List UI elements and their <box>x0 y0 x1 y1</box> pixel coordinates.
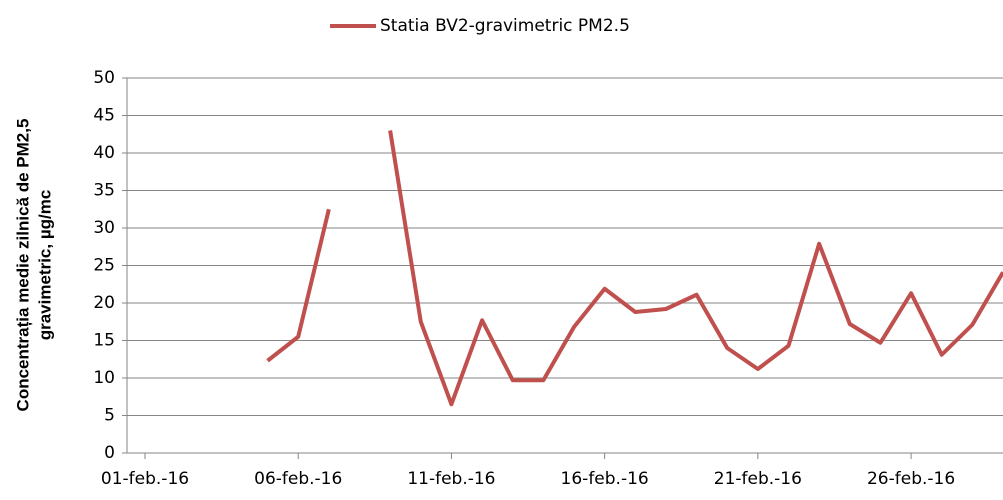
data-line <box>266 208 331 363</box>
data-line <box>388 130 1003 407</box>
x-tick-label: 01-feb.-16 <box>101 469 189 489</box>
y-axis-title: Concentrația medie zilnică de PM2,5 grav… <box>13 119 54 412</box>
x-tick-label: 21-feb.-16 <box>714 469 802 489</box>
y-tick-label: 35 <box>93 181 115 201</box>
y-tick-label: 30 <box>93 218 115 238</box>
y-tick-label: 45 <box>93 106 115 126</box>
y-tick-label: 5 <box>104 406 115 426</box>
y-tick-label: 40 <box>93 143 115 163</box>
y-tick-label: 10 <box>93 368 115 388</box>
y-tick-label: 25 <box>93 256 115 276</box>
x-tick-label: 16-feb.-16 <box>561 469 649 489</box>
x-tick-label: 26-feb.-16 <box>867 469 955 489</box>
y-axis-title-line: Concentrația medie zilnică de PM2,5 <box>13 119 32 412</box>
y-tick-label: 0 <box>104 443 115 463</box>
x-tick-label: 06-feb.-16 <box>254 469 342 489</box>
y-tick-label: 20 <box>93 293 115 313</box>
x-tick-label: 11-feb.-16 <box>407 469 495 489</box>
y-tick-label: 50 <box>93 68 115 88</box>
y-axis-title-line: gravimetric, µg/mc <box>35 190 54 341</box>
legend-label: Statia BV2-gravimetric PM2.5 <box>380 16 630 36</box>
y-tick-label: 15 <box>93 331 115 351</box>
